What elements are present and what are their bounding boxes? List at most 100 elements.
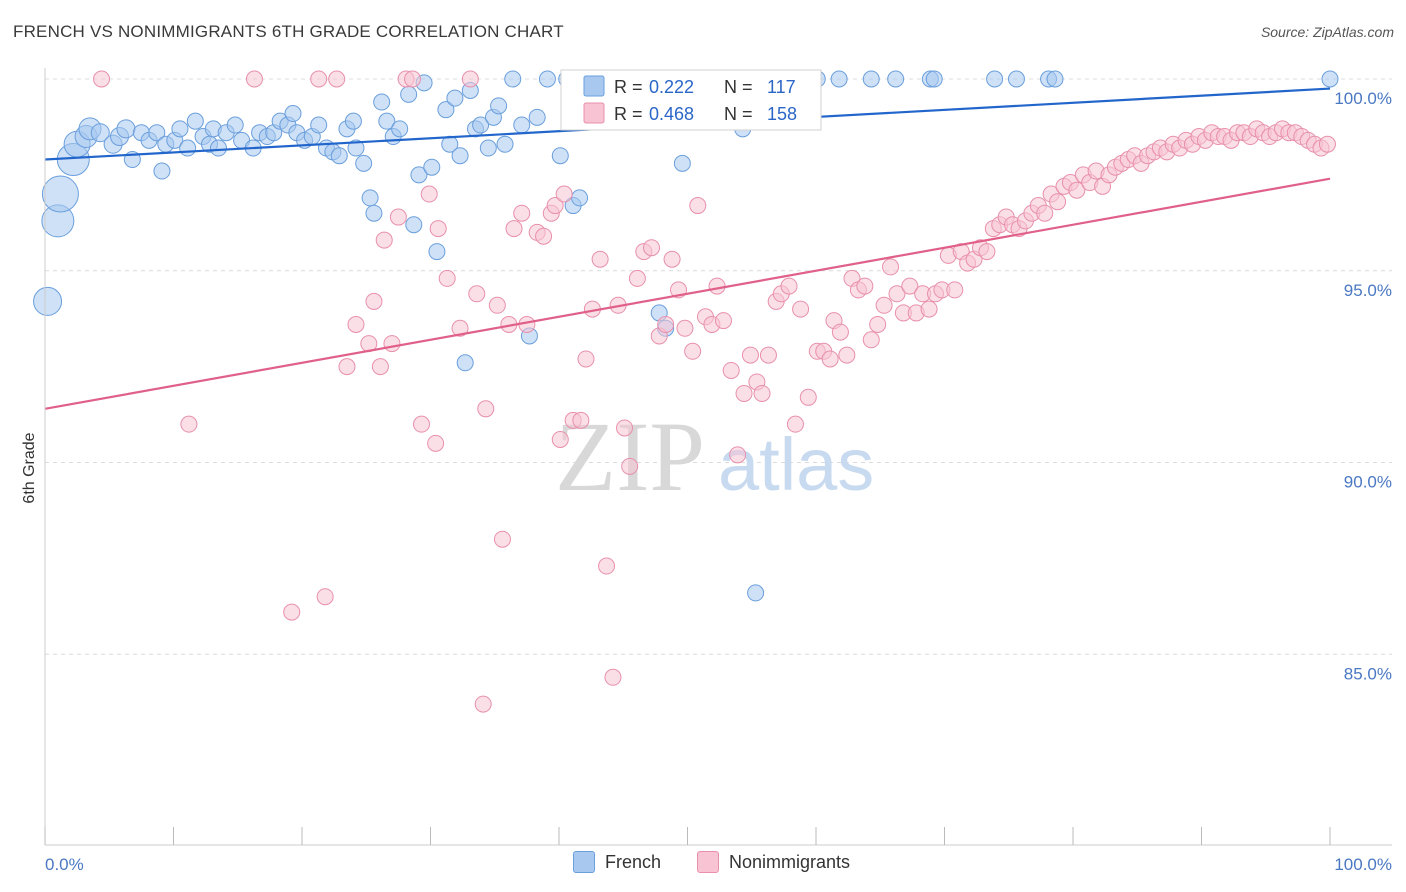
french-point xyxy=(551,147,569,165)
french-point xyxy=(504,70,522,88)
french-point xyxy=(428,243,446,261)
french-point xyxy=(496,135,514,153)
y-tick-label: 85.0% xyxy=(1344,664,1392,683)
nonimmigrant-point xyxy=(729,446,747,464)
nonimmigrant-point xyxy=(572,411,590,429)
x-tick-label-min: 0.0% xyxy=(45,855,84,874)
french-point xyxy=(538,70,556,88)
nonimmigrant-point xyxy=(347,315,365,333)
nonimmigrant-r-label: R = xyxy=(614,104,643,124)
nonimmigrant-point xyxy=(93,70,111,88)
french-point xyxy=(330,147,348,165)
nonimmigrant-point xyxy=(365,292,383,310)
nonimmigrant-point xyxy=(438,269,456,287)
nonimmigrant-point xyxy=(404,70,422,88)
nonimmigrant-point xyxy=(856,277,874,295)
nonimmigrant-n-value: 158 xyxy=(767,104,797,124)
french-point xyxy=(347,139,365,157)
nonimmigrant-point xyxy=(753,384,771,402)
nonimmigrant-point xyxy=(875,296,893,314)
french-point xyxy=(378,112,396,130)
y-axis-label: 6th Grade xyxy=(21,432,38,503)
nonimmigrant-trend-line xyxy=(44,177,1331,410)
chart-title: FRENCH VS NONIMMIGRANTS 6TH GRADE CORREL… xyxy=(13,22,564,41)
nonimmigrant-point xyxy=(657,315,675,333)
nonimmigrant-point xyxy=(621,457,639,475)
nonimmigrant-point xyxy=(689,197,707,215)
french-point xyxy=(986,70,1004,88)
french-point xyxy=(171,120,189,138)
french-point xyxy=(423,158,441,176)
nonimmigrant-point xyxy=(759,346,777,364)
french-point xyxy=(528,108,546,126)
nonimmigrant-point xyxy=(383,335,401,353)
legend-label-french: French xyxy=(605,851,662,872)
axes: 0.0% 100.0% xyxy=(44,68,1392,874)
legend-label-nonimmigrants: Nonimmigrants xyxy=(729,851,851,872)
french-point xyxy=(446,89,464,107)
french-point xyxy=(310,116,328,134)
nonimmigrant-point xyxy=(643,239,661,257)
french-point xyxy=(1321,70,1339,88)
y-tick-label: 90.0% xyxy=(1344,473,1392,492)
nonimmigrant-point xyxy=(888,285,906,303)
nonimmigrant-point xyxy=(429,220,447,238)
nonimmigrant-point xyxy=(283,603,301,621)
nonimmigrant-point xyxy=(946,281,964,299)
french-point xyxy=(472,116,490,134)
nonimmigrant-point xyxy=(792,300,810,318)
nonimmigrant-point xyxy=(591,250,609,268)
nonimmigrant-point xyxy=(978,243,996,261)
nonimmigrant-point xyxy=(598,557,616,575)
nonimmigrant-point xyxy=(741,346,759,364)
nonimmigrant-point xyxy=(1049,193,1067,211)
french-point xyxy=(1046,70,1064,88)
nonimmigrant-point xyxy=(338,358,356,376)
french-point xyxy=(451,147,469,165)
legend-item-french[interactable]: French xyxy=(573,851,661,873)
watermark-atlas: atlas xyxy=(718,423,874,506)
french-point xyxy=(186,112,204,130)
nonimmigrant-point xyxy=(604,668,622,686)
nonimmigrant-point xyxy=(474,695,492,713)
nonimmigrant-point xyxy=(555,185,573,203)
bottom-legend: French Nonimmigrants xyxy=(0,851,1406,877)
grid-lines: 85.0% 90.0% 95.0% 100.0% xyxy=(45,78,1392,683)
legend-item-nonimmigrants[interactable]: Nonimmigrants xyxy=(697,851,850,873)
nonimmigrant-point xyxy=(375,231,393,249)
nonimmigrant-point xyxy=(488,296,506,314)
nonimmigrant-point xyxy=(245,70,263,88)
nonimmigrant-swatch xyxy=(697,851,719,873)
nonimmigrant-point xyxy=(546,197,564,215)
french-swatch xyxy=(573,851,595,873)
nonimmigrant-point xyxy=(616,419,634,437)
nonimmigrant-point xyxy=(477,400,495,418)
nonimmigrant-point xyxy=(862,331,880,349)
stats-legend: R = 0.222 N = 117 R = 0.468 N = 158 xyxy=(560,69,822,131)
french-point xyxy=(490,97,508,115)
nonimmigrant-point xyxy=(901,277,919,295)
nonimmigrant-point xyxy=(684,342,702,360)
nonimmigrant-point xyxy=(821,350,839,368)
nonimmigrant-point xyxy=(493,530,511,548)
french-point xyxy=(479,139,497,157)
nonimmigrant-point xyxy=(708,277,726,295)
french-point xyxy=(90,123,110,143)
french-point xyxy=(365,204,383,222)
french-point xyxy=(179,139,197,157)
french-point xyxy=(361,189,379,207)
french-point xyxy=(148,124,166,142)
nonimmigrant-point xyxy=(831,323,849,341)
nonimmigrant-point xyxy=(1036,204,1054,222)
french-r-label: R = xyxy=(614,77,643,97)
french-point xyxy=(116,119,136,139)
french-point xyxy=(437,101,455,119)
nonimmigrant-point xyxy=(920,300,938,318)
nonimmigrant-point xyxy=(316,588,334,606)
nonimmigrant-point xyxy=(513,204,531,222)
nonimmigrant-point xyxy=(427,434,445,452)
french-point xyxy=(209,139,227,157)
french-legend-swatch xyxy=(583,75,605,97)
nonimmigrant-point xyxy=(461,70,479,88)
